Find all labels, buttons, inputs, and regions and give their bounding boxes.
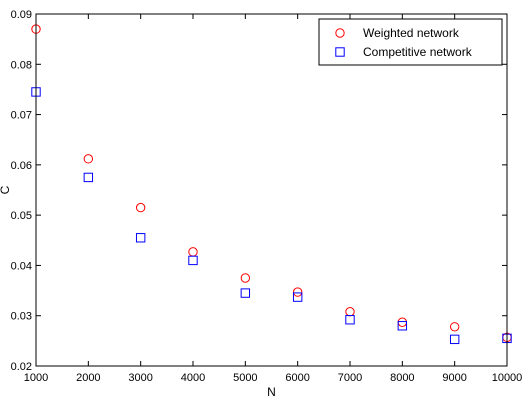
competitive-network-point bbox=[345, 315, 355, 325]
weighted-network-point bbox=[83, 154, 94, 164]
x-tick-label: 7000 bbox=[338, 372, 362, 384]
legend: Weighted network Competitive network bbox=[318, 18, 503, 66]
x-tick-label: 8000 bbox=[390, 372, 414, 384]
competitive-network-point bbox=[83, 172, 94, 183]
plot-frame bbox=[35, 13, 508, 367]
y-tick-label: 0.05 bbox=[11, 210, 32, 222]
y-tick-label: 0.03 bbox=[11, 311, 32, 323]
competitive-network-point bbox=[188, 255, 198, 266]
x-tick-label: 2000 bbox=[76, 372, 100, 384]
y-tick-label: 0.04 bbox=[11, 260, 32, 272]
x-tick-label: 9000 bbox=[442, 372, 466, 384]
competitive-network-point bbox=[135, 233, 146, 243]
plot-area bbox=[36, 14, 507, 366]
x-tick-label: 1000 bbox=[24, 372, 48, 384]
legend-label-competitive: Competitive network bbox=[363, 45, 473, 59]
legend-marker-competitive bbox=[335, 47, 345, 57]
competitive-network-point bbox=[292, 292, 303, 302]
x-tick-label: 10000 bbox=[492, 372, 523, 384]
weighted-network-point bbox=[135, 202, 146, 213]
ticks-layer: 1000 2000 3000 4000 5000 6000 7000 8000 9000 1000… bbox=[11, 9, 523, 384]
weighted-network-point bbox=[240, 273, 251, 283]
weighted-network-point bbox=[292, 287, 303, 297]
y-tick-label: 0.02 bbox=[11, 361, 32, 373]
competitive-network-point bbox=[240, 288, 251, 298]
legend-label-weighted: Weighted network bbox=[363, 26, 460, 40]
y-tick-label: 0.07 bbox=[11, 110, 32, 122]
y-tick-label: 0.06 bbox=[11, 160, 32, 172]
legend-box bbox=[318, 18, 503, 66]
x-tick-label: 4000 bbox=[181, 372, 205, 384]
x-tick-label: 3000 bbox=[128, 372, 152, 384]
y-tick-label: 0.08 bbox=[11, 59, 32, 71]
competitive-network-point bbox=[397, 321, 408, 331]
x-axis-label: N bbox=[267, 385, 276, 399]
competitive-network-point bbox=[449, 334, 460, 345]
legend-marker-weighted bbox=[335, 28, 345, 38]
x-tick-label: 6000 bbox=[285, 372, 309, 384]
y-axis-label: C bbox=[0, 185, 12, 194]
marks-layer bbox=[31, 24, 512, 345]
weighted-network-point bbox=[449, 322, 460, 332]
x-tick-label: 5000 bbox=[233, 372, 257, 384]
y-tick-label: 0.09 bbox=[11, 9, 32, 21]
